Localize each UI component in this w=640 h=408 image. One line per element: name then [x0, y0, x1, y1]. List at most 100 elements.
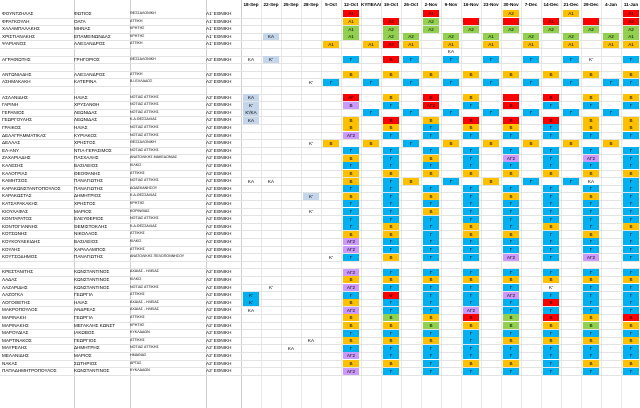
firstname-cell: ΟΛΓΑ — [74, 18, 86, 24]
assignment-cell: Γ — [523, 55, 539, 63]
assignment-cell: Β — [463, 169, 479, 177]
firstname-cell: ΧΑΡΑΛΑΜΠΟΣ — [74, 246, 106, 252]
assignment-cell: Β — [583, 321, 599, 329]
row-divider — [0, 260, 640, 262]
category-cell: Α2' ΕΘΝΙΚΗ — [206, 315, 232, 320]
assignment-cell: Β — [383, 116, 399, 124]
column-divider — [481, 0, 482, 408]
row-divider — [0, 131, 640, 133]
assignment-cell: Γ — [443, 109, 459, 117]
surname-cell: ΔΕΛΑΓΡΑΜΜΑΤΙΚΑΣ — [2, 132, 47, 138]
category-cell: Α2' ΕΘΝΙΚΗ — [206, 322, 232, 328]
assignment-cell: ΑΓ — [343, 93, 359, 101]
assignment-cell: ΑΓ2 — [343, 245, 359, 253]
assignment-cell: Γ — [463, 245, 479, 253]
surname-cell: ΜΕΛΑΝΙΔΗΣ — [2, 353, 29, 358]
assignment-cell: Β — [343, 276, 359, 284]
row-divider — [0, 139, 640, 141]
assignment-cell: Β — [423, 71, 439, 79]
row-divider — [0, 86, 640, 87]
assignment-cell: Γ — [463, 215, 479, 223]
assignment-cell: Γ — [343, 147, 359, 155]
assignment-cell: Γ — [423, 162, 439, 170]
region-cell: ΚΙΛΚΙΣ — [130, 239, 142, 243]
firstname-cell: ΗΛΙΑΣ — [74, 299, 88, 305]
assignment-cell: Α2 — [603, 33, 619, 41]
surname-cell: ΚΡΕΣΤΑΝΙΤΗΣ — [2, 269, 34, 275]
region-cell: ΑΤΤΙΚΗΣ — [130, 315, 145, 319]
assignment-cell: ΑΓ2 — [503, 253, 519, 261]
firstname-cell: ΣΩΤΗΡΙΟΣ — [74, 360, 98, 366]
firstname-cell: ΔΗΜΗΤΡΙΟΣ — [74, 193, 102, 199]
assignment-cell: Γ — [543, 200, 559, 208]
assignment-cell: Α1 — [363, 40, 379, 48]
assignment-cell: Β — [463, 276, 479, 284]
region-cell: ΝΟΤΙΑΣ ΑΤΤΙΚΗΣ — [130, 284, 159, 289]
assignment-cell: Γ — [423, 147, 439, 155]
surname-cell: ΛΑΖΟΓΚΑ — [2, 292, 24, 298]
assignment-cell: Γ — [583, 245, 599, 253]
assignment-cell: Γ — [583, 367, 599, 375]
assignment-cell: Γ — [483, 109, 499, 117]
assignment-cell: Γ — [483, 78, 499, 86]
row-divider — [0, 93, 640, 95]
category-cell: Α1' ΕΘΝΙΚΗ — [206, 33, 232, 39]
assignment-cell: Γ — [403, 109, 419, 117]
assignment-cell: Γ — [463, 253, 479, 261]
assignment-cell: Γ — [423, 291, 439, 299]
assignment-cell: Γ — [543, 162, 559, 170]
row-divider — [0, 230, 640, 232]
assignment-cell: Γ — [623, 291, 639, 299]
region-cell: ΑΡΤΑΣ — [130, 360, 142, 365]
assignment-cell: Γ — [463, 329, 479, 337]
assignment-cell: Β — [383, 55, 399, 63]
category-cell: Α2' ΕΘΝΙΚΗ — [206, 307, 232, 313]
assignment-cell: Γ — [403, 78, 419, 86]
category-cell: Α2' ΕΘΝΙΚΗ — [206, 277, 232, 282]
assignment-cell: Α1 — [483, 33, 499, 41]
assignment-cell: Γ — [543, 329, 559, 337]
assignment-cell: Γ — [543, 230, 559, 238]
assignment-cell: ΚΑ — [247, 178, 255, 184]
row-divider — [0, 25, 640, 27]
assignment-cell: Β — [623, 359, 639, 367]
region-cell: ΘΕΣΣΑΛΟΝΙΚΗ — [130, 56, 156, 61]
assignment-cell: Γ — [423, 283, 439, 291]
surname-cell: ΜΑΚΡΟΠΟΥΛΟΣ — [2, 307, 38, 313]
assignment-cell: Γ — [423, 367, 439, 375]
assignment-cell: Γ — [463, 283, 479, 291]
assignment-cell: ΑΓ2 — [343, 268, 359, 276]
category-cell: Α2' ΕΘΝΙΚΗ — [206, 284, 232, 290]
firstname-cell: ΚΥΡΙΑΚΟΣ — [74, 132, 97, 138]
date-header: 25-Sep — [283, 2, 299, 7]
assignment-cell: Γ — [383, 329, 399, 337]
assignment-cell: Β — [463, 223, 479, 231]
row-divider — [0, 108, 640, 110]
assignment-cell: Γ — [623, 253, 639, 261]
assignment-cell: Κ' — [589, 56, 593, 62]
assignment-cell: Β — [423, 321, 439, 329]
row-divider — [0, 32, 640, 34]
category-cell: Α2' ΕΘΝΙΚΗ — [206, 201, 232, 206]
firstname-cell: ΕΠΑΜΕΙΝΩΝΔΑΣ — [74, 33, 111, 39]
assignment-cell: Γ — [623, 147, 639, 155]
assignment-cell: Α2 — [383, 33, 399, 41]
surname-cell: ΚΟΥΛΗΣ — [2, 246, 21, 252]
category-cell: Α2' ΕΘΝΙΚΗ — [206, 71, 232, 77]
region-cell: ΑΤΤΙΚΗΣ — [130, 292, 145, 297]
assignment-cell: ΑΓ2 — [343, 367, 359, 375]
date-header: 14-Dec — [543, 2, 559, 7]
region-cell: ΚΡΗΤΗΣ — [130, 26, 145, 31]
surname-cell: ΑΣΗΜΑΚΑΚΗ — [2, 79, 31, 85]
assignment-cell: ΑΓ2 — [343, 352, 359, 360]
date-header: 28-Sep — [303, 2, 319, 7]
row-divider — [0, 238, 640, 239]
firstname-cell: ΓΡΗΓΟΡΙΟΣ — [74, 56, 100, 62]
assignment-cell: Α1 — [623, 10, 639, 18]
surname-cell: ΓΕΡΑΝΙΟΣ — [2, 109, 25, 115]
assignment-cell: Γ — [583, 200, 599, 208]
column-divider — [601, 0, 602, 408]
column-divider — [581, 0, 582, 408]
category-cell: Α2' ΕΘΝΙΚΗ — [206, 254, 232, 260]
